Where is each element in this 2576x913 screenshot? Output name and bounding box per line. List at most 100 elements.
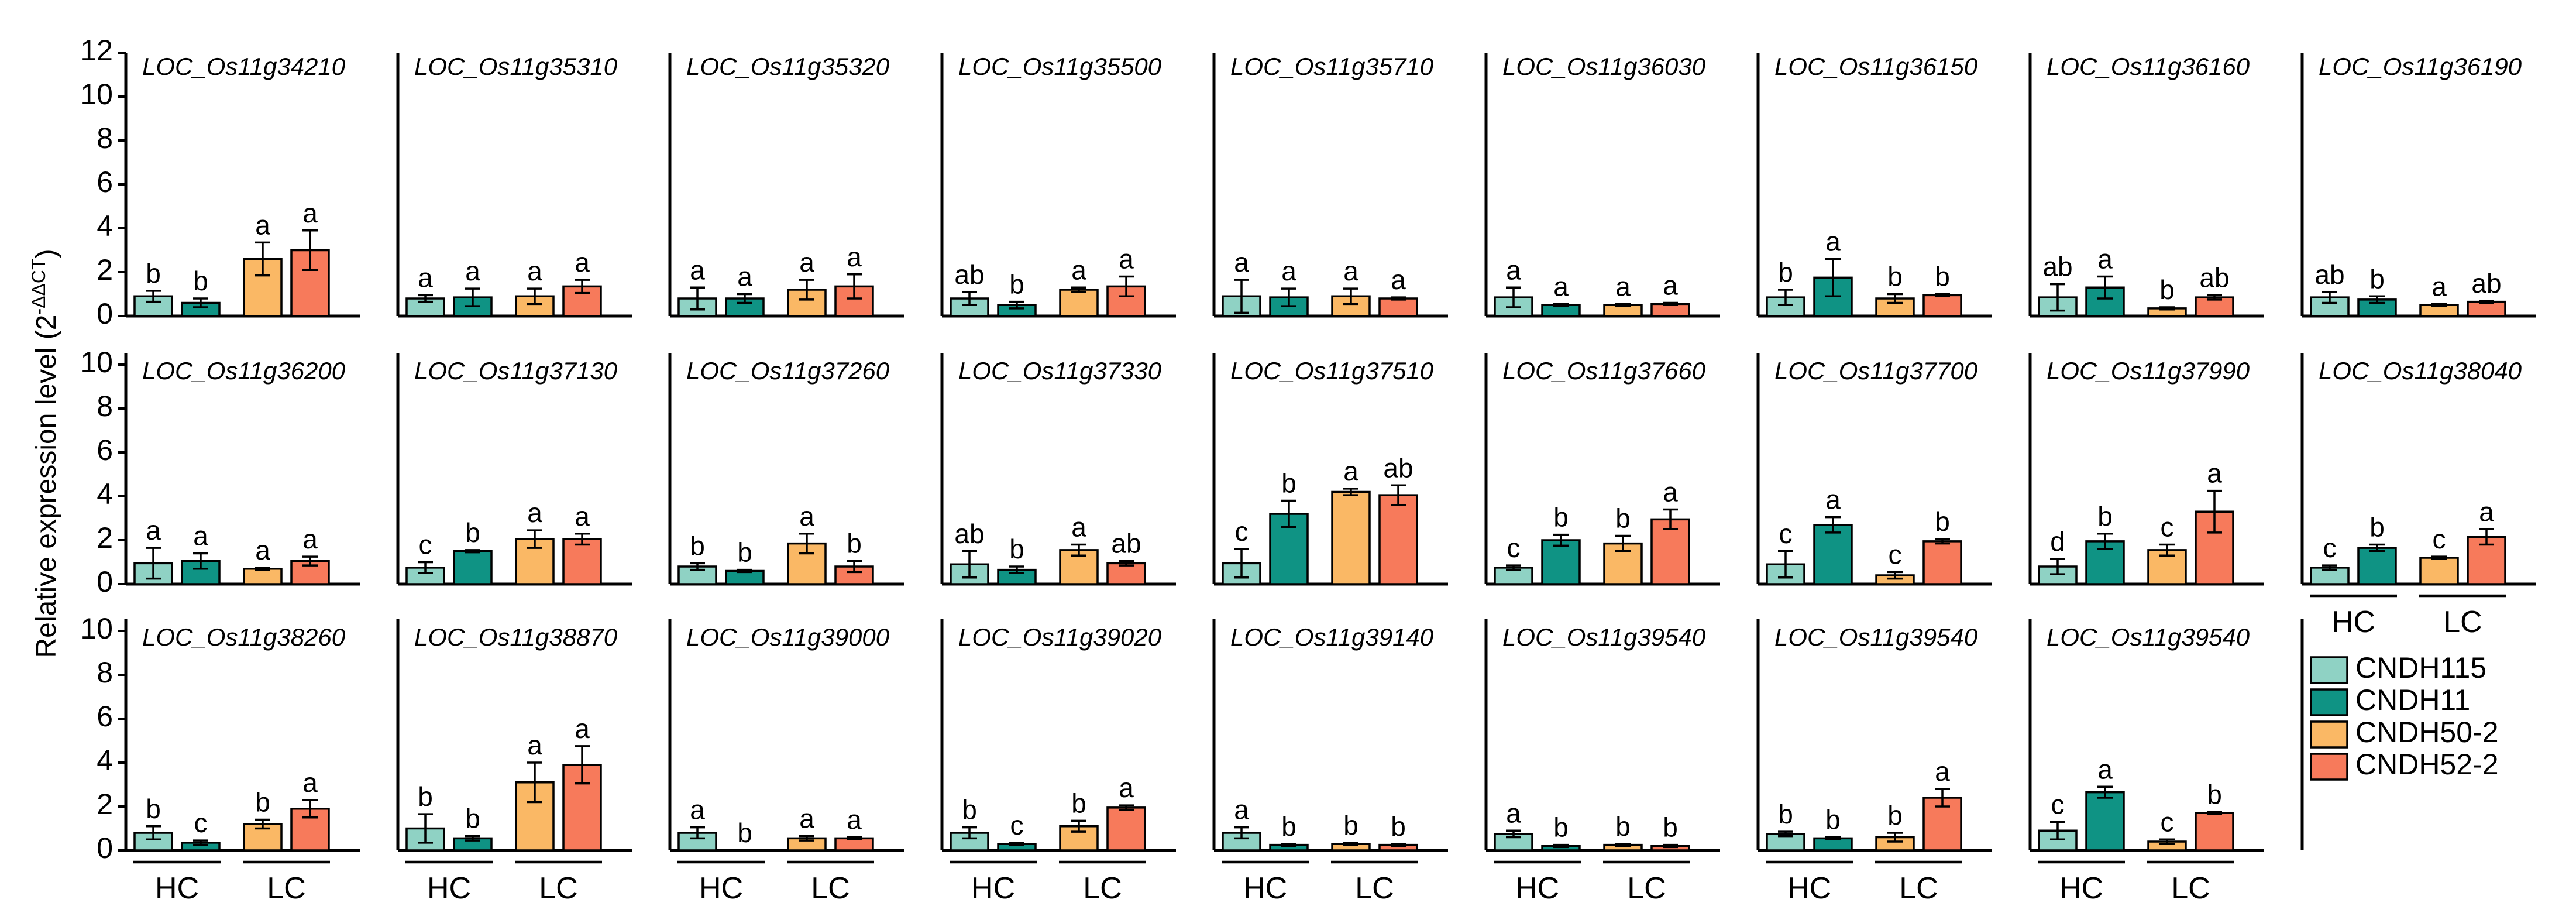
significance-letter: b xyxy=(737,818,752,848)
bar-cndh52-2 xyxy=(1106,806,1146,852)
significance-letter: a xyxy=(146,515,161,545)
group-label-lc: LC xyxy=(1355,871,1394,905)
significance-letter: c xyxy=(2161,806,2174,837)
y-tick-label: 8 xyxy=(97,390,113,423)
bar-cndh11 xyxy=(2357,547,2397,585)
significance-letter: c xyxy=(194,808,208,838)
y-axis-title-main: Relative expression level (2 xyxy=(31,315,62,658)
y-tick-label: 6 xyxy=(97,434,113,466)
y-tick-label: 6 xyxy=(97,166,113,198)
significance-letter: a xyxy=(1615,271,1631,301)
significance-letter: c xyxy=(1779,519,1793,549)
significance-letter: b xyxy=(1553,812,1569,843)
legend-label: CNDH50-2 xyxy=(2355,716,2499,749)
gene-title: LOC_Os11g37510 xyxy=(1230,357,1434,385)
significance-letter: a xyxy=(737,262,752,292)
significance-letter: b xyxy=(1935,506,1950,537)
significance-letter: c xyxy=(2323,533,2337,563)
significance-letter: a xyxy=(847,242,862,272)
significance-letter: b xyxy=(2369,263,2385,294)
significance-letter: a xyxy=(1663,270,1678,301)
significance-letter: a xyxy=(690,255,705,285)
group-label-lc: LC xyxy=(539,871,577,905)
gene-title: LOC_Os11g39540 xyxy=(1774,623,1978,651)
significance-letter: a xyxy=(575,713,590,744)
significance-letter: b xyxy=(1887,262,1903,292)
significance-letter: ab xyxy=(1111,528,1141,559)
group-label-hc: HC xyxy=(1243,871,1287,905)
gene-title: LOC_Os11g39020 xyxy=(958,623,1162,651)
legend-swatch-cndh11 xyxy=(2310,688,2348,716)
gene-title: LOC_Os11g36150 xyxy=(1774,53,1978,80)
gene-title: LOC_Os11g38260 xyxy=(142,623,346,651)
gene-title: LOC_Os11g35710 xyxy=(1230,53,1434,80)
significance-letter: b xyxy=(1071,788,1086,818)
significance-letter: a xyxy=(1553,271,1569,301)
group-label-hc: HC xyxy=(699,871,743,905)
y-tick-label: 0 xyxy=(97,832,113,864)
group-label-lc: LC xyxy=(1083,871,1122,905)
legend-label: CNDH52-2 xyxy=(2355,748,2499,781)
bar-cndh52-2 xyxy=(1922,540,1962,585)
significance-letter: d xyxy=(2050,526,2065,557)
significance-letter: a xyxy=(1071,512,1086,543)
gene-title: LOC_Os11g39140 xyxy=(1230,623,1434,651)
gene-title: LOC_Os11g39000 xyxy=(686,623,890,651)
significance-letter: ab xyxy=(954,519,984,549)
group-label-hc: HC xyxy=(2059,871,2103,905)
y-tick-label: 0 xyxy=(97,565,113,598)
significance-letter: a xyxy=(418,262,433,293)
significance-letter: b xyxy=(2369,512,2385,543)
y-tick-label: 8 xyxy=(97,656,113,689)
significance-letter: b xyxy=(146,794,161,824)
significance-letter: b xyxy=(847,528,862,559)
significance-letter: a xyxy=(1506,798,1521,828)
significance-letter: a xyxy=(1935,756,1950,787)
y-tick-label: 2 xyxy=(97,788,113,821)
significance-letter: a xyxy=(1234,795,1249,825)
significance-letter: a xyxy=(527,256,542,286)
significance-letter: b xyxy=(1887,800,1903,830)
y-tick-label: 10 xyxy=(80,346,113,379)
significance-letter: b xyxy=(1663,812,1678,843)
significance-letter: a xyxy=(302,767,318,798)
significance-letter: b xyxy=(1778,799,1793,829)
significance-letter: b xyxy=(1391,811,1406,842)
y-tick-label: 6 xyxy=(97,700,113,733)
significance-letter: c xyxy=(1889,539,1902,569)
group-label-lc: LC xyxy=(1627,871,1666,905)
significance-letter: b xyxy=(690,530,705,561)
significance-letter: a xyxy=(1234,247,1249,277)
significance-letter: a xyxy=(2479,496,2494,527)
significance-letter: a xyxy=(527,730,542,760)
significance-letter: ab xyxy=(2314,259,2344,290)
significance-letter: a xyxy=(1391,265,1406,295)
significance-letter: a xyxy=(1506,255,1521,285)
significance-letter: b xyxy=(1778,257,1793,287)
significance-letter: b xyxy=(193,266,208,296)
bar-cndh52-2 xyxy=(562,538,602,585)
bar-cndh52-2 xyxy=(1922,294,1962,317)
significance-letter: ab xyxy=(2471,268,2501,298)
group-label-lc: LC xyxy=(267,871,305,905)
significance-letter: a xyxy=(1281,256,1296,286)
significance-letter: b xyxy=(2159,274,2175,305)
gene-title: LOC_Os11g36030 xyxy=(1502,53,1706,80)
significance-letter: a xyxy=(575,247,590,277)
gene-title: LOC_Os11g36200 xyxy=(142,357,346,385)
y-axis-title-close: ) xyxy=(31,249,62,259)
significance-letter: b xyxy=(1615,811,1631,842)
y-tick-label: 8 xyxy=(97,122,113,155)
significance-letter: b xyxy=(2097,501,2113,531)
bar-cndh11 xyxy=(2085,286,2125,317)
significance-letter: a xyxy=(1825,485,1841,515)
gene-title: LOC_Os11g35500 xyxy=(958,53,1162,80)
legend-swatch-cndh52-2 xyxy=(2310,753,2348,781)
bar-cndh52-2 xyxy=(1378,297,1418,317)
y-tick-label: 2 xyxy=(97,253,113,286)
significance-letter: b xyxy=(255,787,270,818)
significance-letter: ab xyxy=(2042,252,2072,282)
bar-cndh115 xyxy=(1494,296,1533,317)
significance-letter: a xyxy=(2207,458,2222,489)
